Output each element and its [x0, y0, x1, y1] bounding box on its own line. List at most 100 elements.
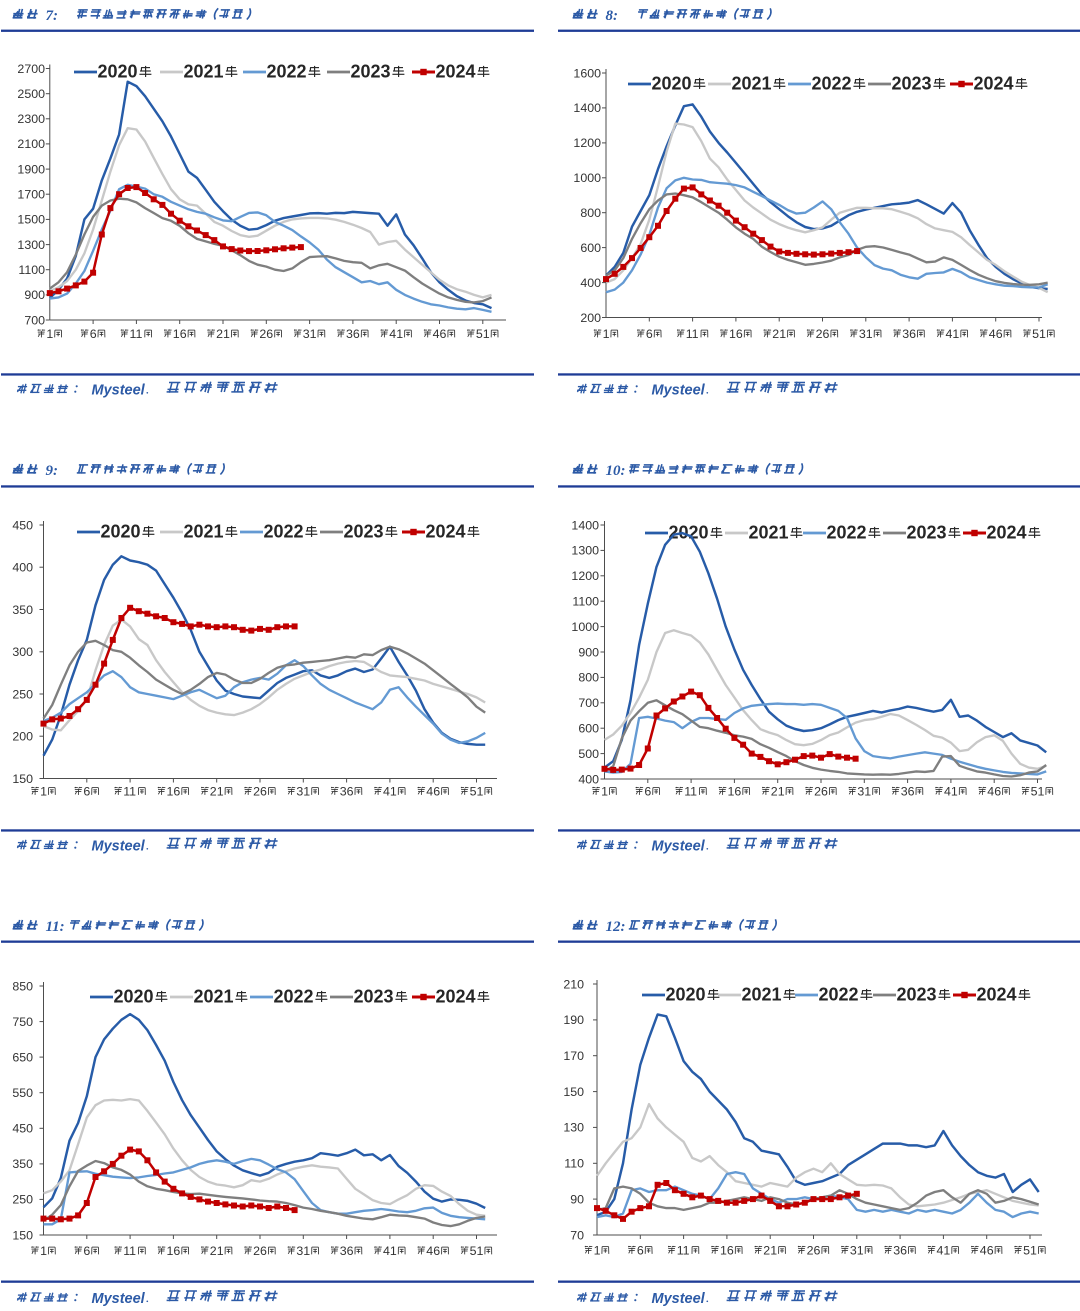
svg-text:2024: 2024	[987, 523, 1027, 543]
svg-text:2021: 2021	[184, 522, 224, 542]
svg-text:21: 21	[763, 1244, 777, 1258]
svg-text:1700: 1700	[17, 188, 45, 202]
svg-text:31: 31	[850, 1244, 864, 1258]
svg-text:2024: 2024	[436, 62, 476, 82]
svg-text:600: 600	[580, 241, 601, 255]
svg-text:36: 36	[340, 785, 354, 799]
svg-text:26: 26	[253, 785, 267, 799]
svg-text:2024: 2024	[426, 522, 466, 542]
svg-text:21: 21	[210, 785, 224, 799]
svg-text:1: 1	[40, 785, 47, 799]
svg-text:26: 26	[807, 1244, 821, 1258]
svg-text:250: 250	[12, 687, 33, 701]
svg-text:51: 51	[470, 1244, 484, 1258]
svg-text:16: 16	[167, 1244, 181, 1258]
svg-text:70: 70	[570, 1228, 584, 1242]
svg-text:41: 41	[389, 327, 403, 341]
svg-text:2500: 2500	[17, 87, 45, 101]
svg-text:1400: 1400	[571, 518, 599, 532]
svg-text:400: 400	[12, 561, 33, 575]
svg-text:150: 150	[563, 1085, 584, 1099]
svg-text:1400: 1400	[573, 101, 601, 115]
svg-text:26: 26	[816, 327, 830, 341]
svg-text:1: 1	[603, 327, 610, 341]
svg-text:1: 1	[601, 785, 608, 799]
svg-text:2020: 2020	[98, 62, 138, 82]
svg-text:41: 41	[944, 785, 958, 799]
svg-text:46: 46	[987, 785, 1001, 799]
svg-text:16: 16	[728, 785, 742, 799]
svg-text:1100: 1100	[18, 263, 45, 277]
svg-text:11: 11	[123, 1244, 136, 1258]
svg-text:46: 46	[426, 785, 440, 799]
svg-text:6: 6	[83, 1244, 90, 1258]
svg-text:2022: 2022	[827, 523, 867, 543]
svg-text:26: 26	[253, 1244, 267, 1258]
svg-text:10:: 10:	[606, 463, 626, 479]
svg-text:12:: 12:	[606, 919, 626, 935]
svg-text:700: 700	[24, 313, 45, 327]
svg-text:2021: 2021	[742, 985, 782, 1005]
svg-text:41: 41	[383, 785, 397, 799]
svg-text:31: 31	[857, 785, 871, 799]
svg-text:51: 51	[1023, 1244, 1037, 1258]
svg-text:1500: 1500	[17, 213, 45, 227]
svg-text:450: 450	[12, 1122, 33, 1136]
svg-text:500: 500	[578, 747, 599, 761]
svg-text:150: 150	[12, 772, 33, 786]
svg-text:850: 850	[12, 979, 33, 993]
svg-text:1200: 1200	[573, 136, 601, 150]
svg-text:2022: 2022	[274, 987, 314, 1007]
svg-text:51: 51	[476, 327, 490, 341]
svg-text:31: 31	[296, 785, 310, 799]
svg-text:1: 1	[46, 327, 53, 341]
svg-text:46: 46	[433, 327, 447, 341]
svg-text:1100: 1100	[572, 595, 599, 609]
svg-text:11: 11	[684, 785, 697, 799]
svg-text:1200: 1200	[571, 569, 599, 583]
svg-text:51: 51	[1031, 785, 1045, 799]
svg-text:1600: 1600	[573, 66, 601, 80]
svg-text:2022: 2022	[264, 522, 304, 542]
svg-text:750: 750	[12, 1015, 33, 1029]
svg-text:26: 26	[814, 785, 828, 799]
svg-text:400: 400	[578, 772, 599, 786]
svg-text:2022: 2022	[819, 985, 859, 1005]
svg-text:700: 700	[578, 696, 599, 710]
svg-text:2023: 2023	[354, 987, 394, 1007]
svg-text:11:: 11:	[46, 919, 65, 935]
svg-text:170: 170	[563, 1049, 584, 1063]
svg-text:21: 21	[772, 327, 786, 341]
svg-text:90: 90	[570, 1192, 584, 1206]
svg-text:900: 900	[24, 288, 45, 302]
svg-text:550: 550	[12, 1086, 33, 1100]
svg-text:16: 16	[720, 1244, 734, 1258]
svg-text:Mysteel: Mysteel	[92, 383, 146, 399]
svg-text:21: 21	[216, 327, 230, 341]
svg-text:Mysteel: Mysteel	[652, 839, 706, 855]
svg-text:2021: 2021	[732, 74, 772, 94]
svg-text:600: 600	[578, 722, 599, 736]
svg-text:400: 400	[580, 276, 601, 290]
svg-text:Mysteel: Mysteel	[92, 839, 146, 855]
svg-text:2023: 2023	[351, 62, 391, 82]
svg-text:31: 31	[859, 327, 873, 341]
svg-text:1: 1	[594, 1244, 601, 1258]
svg-text:900: 900	[578, 645, 599, 659]
svg-text:21: 21	[210, 1244, 224, 1258]
svg-text:36: 36	[902, 327, 916, 341]
svg-text:6: 6	[644, 785, 651, 799]
svg-text:2024: 2024	[977, 985, 1017, 1005]
svg-text:7:: 7:	[46, 8, 59, 24]
svg-text:41: 41	[937, 1244, 951, 1258]
svg-text:9:: 9:	[46, 463, 59, 479]
svg-text:800: 800	[578, 671, 599, 685]
svg-text:11: 11	[677, 1244, 690, 1258]
svg-text:6: 6	[90, 327, 97, 341]
svg-text:41: 41	[946, 327, 960, 341]
svg-text:31: 31	[303, 327, 317, 341]
svg-text:2024: 2024	[436, 987, 476, 1007]
svg-text:2023: 2023	[907, 523, 947, 543]
svg-text:200: 200	[12, 730, 33, 744]
svg-text:2020: 2020	[101, 522, 141, 542]
